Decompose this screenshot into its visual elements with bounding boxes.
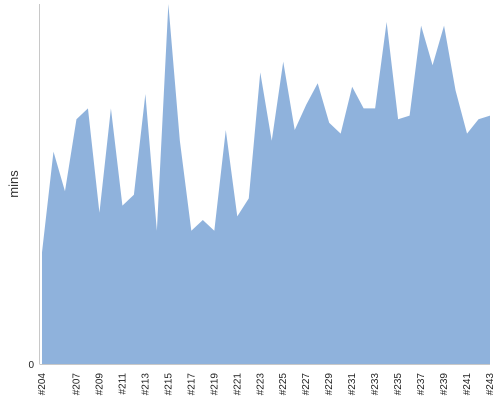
x-tick-label: #243 xyxy=(485,373,496,396)
y-tick-label: 0 xyxy=(28,360,34,371)
x-tick-label: #211 xyxy=(117,373,128,395)
x-tick-label: #213 xyxy=(140,373,151,396)
plot-area xyxy=(42,4,490,364)
x-tick-label: #233 xyxy=(370,373,381,396)
x-tick-labels: #204 #207 #209 #211 #213 #215 #217 #219 #221 #223… xyxy=(37,373,496,396)
x-tick-label: #235 xyxy=(393,373,404,396)
x-tick-label: #215 xyxy=(163,373,174,396)
x-tick-label: #209 xyxy=(94,373,105,396)
x-tick-label: #239 xyxy=(439,373,450,396)
x-tick-label: #227 xyxy=(301,373,312,396)
x-tick-label: #225 xyxy=(278,373,289,396)
y-axis-title: mins xyxy=(6,170,21,198)
x-tick-label: #204 xyxy=(37,373,48,396)
x-tick-label: #207 xyxy=(72,373,83,396)
x-tick-label: #229 xyxy=(324,373,335,396)
x-tick-label: #241 xyxy=(462,373,473,396)
x-tick-label: #237 xyxy=(416,373,427,396)
x-tick-label: #223 xyxy=(255,373,266,396)
area-series-fill xyxy=(42,4,490,364)
x-tick-label: #221 xyxy=(232,373,243,396)
x-tick-label: #217 xyxy=(186,373,197,396)
x-tick-label: #219 xyxy=(209,373,220,396)
x-tick-label: #231 xyxy=(347,373,358,396)
